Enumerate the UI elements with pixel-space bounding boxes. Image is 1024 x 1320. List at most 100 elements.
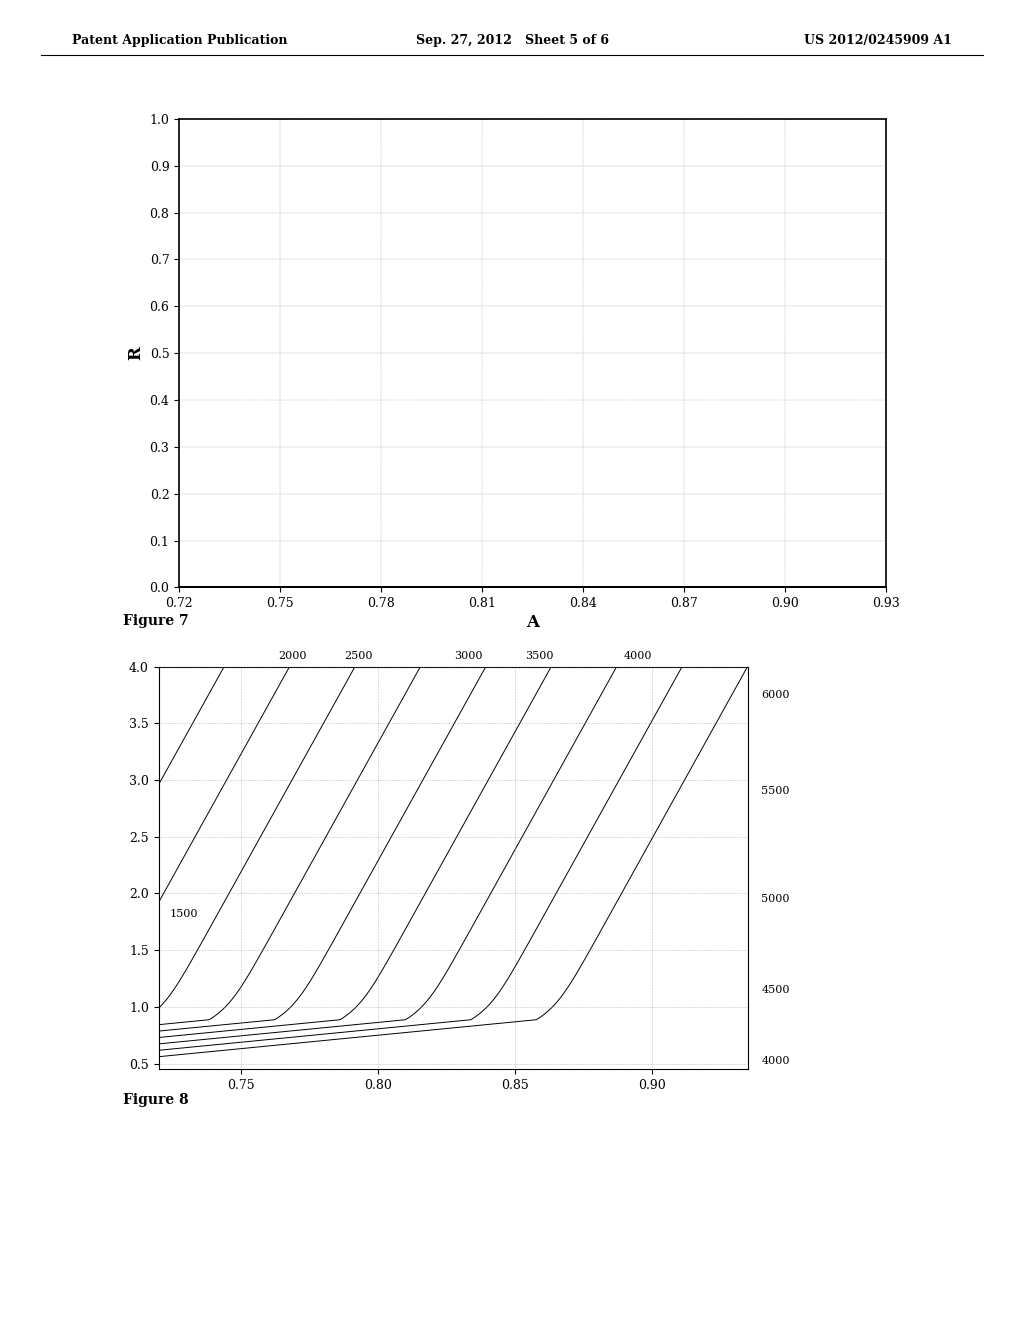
Point — [695, 577, 712, 598]
Point — [830, 577, 847, 598]
Point — [404, 577, 421, 598]
Point — [767, 577, 783, 598]
Point — [381, 577, 397, 598]
Point — [350, 577, 367, 598]
Point — [843, 577, 859, 598]
Point — [203, 577, 219, 598]
Point — [257, 577, 273, 598]
Point — [804, 577, 820, 598]
Point — [779, 577, 796, 598]
Point — [373, 577, 389, 598]
Point — [476, 577, 493, 598]
Point — [844, 577, 860, 598]
Point — [640, 577, 656, 598]
Point — [793, 577, 809, 598]
Point — [336, 577, 352, 598]
Point — [702, 577, 719, 598]
Point — [205, 577, 221, 598]
Point — [296, 577, 312, 598]
Point — [443, 577, 460, 598]
Point — [601, 577, 617, 598]
Point — [752, 577, 768, 598]
Point — [589, 577, 605, 598]
Point — [537, 577, 553, 598]
Point — [877, 577, 893, 598]
Point — [519, 577, 536, 598]
Point — [841, 577, 857, 598]
Point — [424, 577, 440, 598]
Point — [679, 577, 695, 598]
Point — [232, 577, 249, 598]
Point — [856, 577, 872, 598]
Point — [480, 577, 497, 598]
Point — [812, 577, 828, 598]
Point — [806, 577, 822, 598]
Point — [622, 577, 638, 598]
Point — [521, 577, 538, 598]
Point — [549, 577, 565, 598]
Point — [786, 577, 803, 598]
Point — [793, 577, 809, 598]
Point — [348, 577, 365, 598]
Point — [385, 577, 401, 598]
Point — [790, 577, 806, 598]
Point — [293, 577, 309, 598]
Point — [492, 577, 508, 598]
Point — [346, 577, 362, 598]
Point — [732, 577, 749, 598]
Point — [340, 577, 356, 598]
Point — [284, 577, 300, 598]
Point — [690, 577, 707, 598]
Point — [765, 577, 781, 598]
Point — [761, 577, 777, 598]
Point — [461, 577, 477, 598]
Point — [359, 577, 376, 598]
Point — [865, 577, 882, 598]
Point — [530, 577, 547, 598]
Point — [451, 577, 467, 598]
Point — [687, 577, 703, 598]
Point — [648, 577, 665, 598]
Point — [853, 577, 869, 598]
Point — [772, 577, 788, 598]
Point — [393, 577, 410, 598]
Point — [594, 577, 610, 598]
Point — [250, 577, 266, 598]
Point — [787, 577, 804, 598]
Point — [211, 577, 227, 598]
Point — [818, 577, 835, 598]
Point — [456, 577, 472, 598]
Point — [423, 577, 439, 598]
Point — [537, 577, 553, 598]
Point — [287, 577, 303, 598]
Point — [231, 577, 248, 598]
Point — [556, 577, 572, 598]
Point — [337, 577, 353, 598]
Point — [334, 577, 350, 598]
Point — [361, 577, 378, 598]
Point — [588, 577, 604, 598]
Point — [852, 577, 868, 598]
Point — [341, 577, 357, 598]
Point — [658, 577, 675, 598]
Point — [684, 577, 700, 598]
Point — [327, 577, 343, 598]
Point — [400, 577, 417, 598]
Point — [615, 577, 632, 598]
Point — [268, 577, 285, 598]
Point — [341, 577, 357, 598]
Point — [729, 577, 745, 598]
Point — [802, 577, 818, 598]
Point — [629, 577, 645, 598]
Point — [356, 577, 373, 598]
Point — [435, 577, 452, 598]
Point — [689, 577, 706, 598]
Point — [529, 577, 546, 598]
Point — [788, 577, 805, 598]
Point — [218, 577, 234, 598]
Point — [399, 577, 416, 598]
Point — [774, 577, 791, 598]
Point — [801, 577, 817, 598]
Point — [585, 577, 601, 598]
Point — [186, 577, 203, 598]
